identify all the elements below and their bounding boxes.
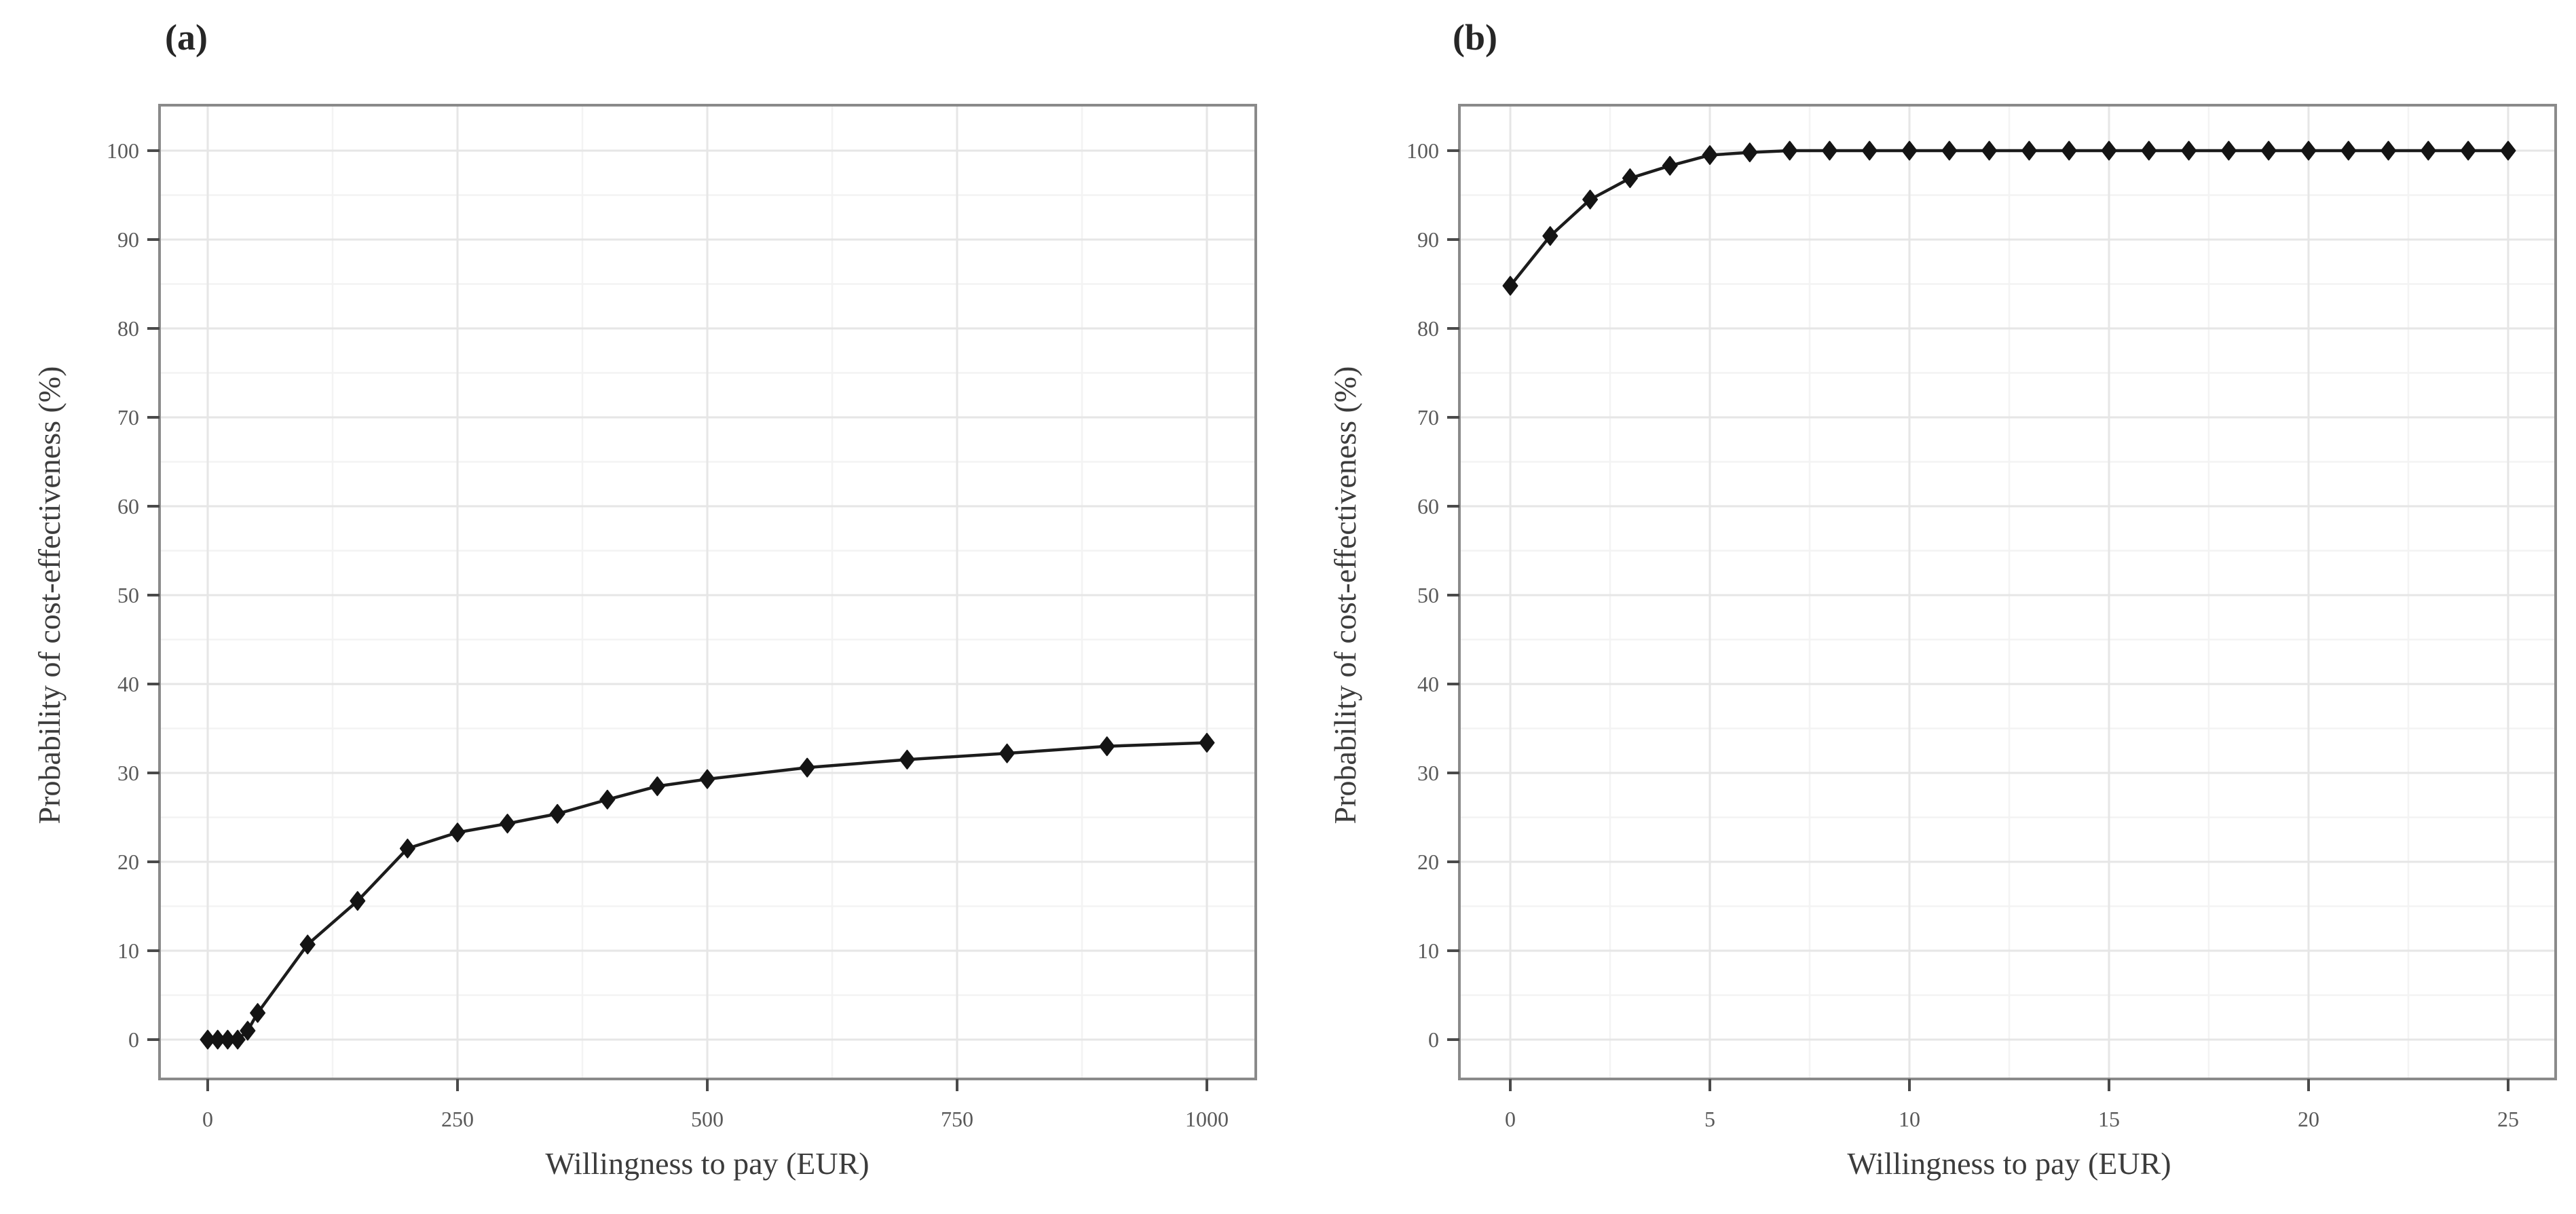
data-point-marker (549, 803, 565, 824)
data-point-marker (1662, 155, 1678, 176)
y-tick-label: 50 (117, 583, 139, 607)
panel-a-label: (a) (165, 17, 208, 58)
data-point-marker (449, 822, 466, 843)
data-point-marker (299, 934, 316, 955)
y-tick-label: 0 (1428, 1027, 1439, 1052)
y-tick-label: 30 (1417, 761, 1439, 785)
data-point-marker (2141, 140, 2157, 161)
gridlines (160, 105, 1256, 1079)
gridlines (1459, 105, 2556, 1079)
data-point-marker (799, 757, 815, 778)
x-tick-label: 0 (1505, 1107, 1516, 1131)
y-tick-label: 90 (117, 227, 139, 252)
series-markers (200, 732, 1215, 1050)
panel-background (1459, 105, 2556, 1079)
x-tick-label: 5 (1704, 1107, 1715, 1131)
y-tick-label: 100 (1406, 138, 1439, 163)
data-point-marker (250, 1003, 266, 1023)
data-point-marker (1901, 140, 1918, 161)
data-point-marker (2220, 140, 2237, 161)
y-tick-label: 10 (1417, 938, 1439, 963)
x-tick-label: 250 (441, 1107, 474, 1131)
y-tick-label: 20 (117, 850, 139, 874)
data-point-marker (1542, 226, 1558, 246)
panel-b-label: (b) (1453, 17, 1497, 58)
data-point-marker (500, 814, 516, 834)
y-tick-label: 60 (117, 494, 139, 518)
data-point-marker (2500, 140, 2516, 161)
x-axis-ticks: 0 5 10 15 20 25 (1505, 1079, 2519, 1131)
x-tick-label: 15 (2098, 1107, 2120, 1131)
data-point-marker (699, 769, 715, 789)
y-tick-label: 30 (117, 761, 139, 785)
data-point-marker (350, 891, 366, 911)
x-tick-label: 500 (691, 1107, 724, 1131)
y-axis-ticks: 0 10 20 30 40 50 60 70 80 90 100 (107, 138, 160, 1052)
x-tick-label: 10 (1899, 1107, 1920, 1131)
data-point-marker (2101, 140, 2117, 161)
y-tick-label: 50 (1417, 583, 1439, 607)
data-point-marker (2420, 140, 2436, 161)
x-tick-label: 20 (2298, 1107, 2319, 1131)
y-tick-label: 40 (117, 672, 139, 696)
y-tick-label: 0 (128, 1027, 139, 1052)
y-tick-label: 80 (1417, 316, 1439, 341)
data-point-marker (1502, 276, 1518, 296)
data-point-marker (599, 789, 616, 810)
series-markers (1502, 140, 2516, 296)
data-point-marker (2181, 140, 2197, 161)
data-point-marker (899, 749, 915, 770)
data-point-marker (649, 776, 665, 797)
y-tick-label: 70 (1417, 405, 1439, 430)
data-point-marker (1742, 143, 1758, 163)
data-point-marker (240, 1021, 256, 1041)
x-axis-ticks: 0 250 500 750 1000 (202, 1079, 1229, 1131)
data-point-marker (2061, 140, 2077, 161)
y-tick-label: 10 (117, 938, 139, 963)
y-tick-label: 80 (117, 316, 139, 341)
y-tick-label: 20 (1417, 850, 1439, 874)
panel-b-plot: 0 5 10 15 20 25 0 10 20 30 40 50 60 70 80 90 100 Willingn… (1328, 104, 2557, 1181)
data-point-marker (1582, 189, 1599, 210)
data-point-marker (2300, 140, 2317, 161)
data-point-marker (1821, 140, 1837, 161)
y-tick-label: 70 (117, 405, 139, 430)
y-tick-label: 40 (1417, 672, 1439, 696)
data-point-marker (2340, 140, 2357, 161)
y-tick-label: 90 (1417, 227, 1439, 252)
x-tick-label: 0 (202, 1107, 213, 1131)
data-point-marker (2381, 140, 2397, 161)
data-point-marker (399, 838, 415, 858)
data-point-marker (1099, 736, 1115, 757)
data-point-marker (1702, 145, 1718, 166)
x-tick-label: 750 (941, 1107, 973, 1131)
data-point-marker (1782, 140, 1798, 161)
data-point-marker (999, 743, 1015, 763)
data-point-marker (2460, 140, 2476, 161)
data-point-marker (1981, 140, 1998, 161)
data-point-marker (229, 1029, 246, 1050)
y-axis-title: Probability of cost-effectiveness (%) (1328, 366, 1362, 824)
data-point-marker (1199, 732, 1215, 753)
panel-border (1458, 104, 2557, 1080)
x-axis-title: Willingness to pay (EUR) (1847, 1146, 2171, 1181)
y-axis-ticks: 0 10 20 30 40 50 60 70 80 90 100 (1406, 138, 1459, 1052)
data-point-marker (1941, 140, 1958, 161)
x-axis-title: Willingness to pay (EUR) (545, 1146, 869, 1181)
y-axis-title: Probability of cost-effectiveness (%) (32, 366, 67, 824)
x-tick-label: 1000 (1185, 1107, 1229, 1131)
y-tick-label: 100 (107, 138, 139, 163)
y-tick-label: 60 (1417, 494, 1439, 518)
panel-a-plot: 0 250 500 750 1000 0 10 20 30 40 50 60 70 80 90 100 Will… (32, 104, 1257, 1181)
data-point-marker (2021, 140, 2037, 161)
data-point-marker (2260, 140, 2277, 161)
x-tick-label: 25 (2497, 1107, 2519, 1131)
data-point-marker (1622, 168, 1638, 189)
data-point-marker (1861, 140, 1878, 161)
